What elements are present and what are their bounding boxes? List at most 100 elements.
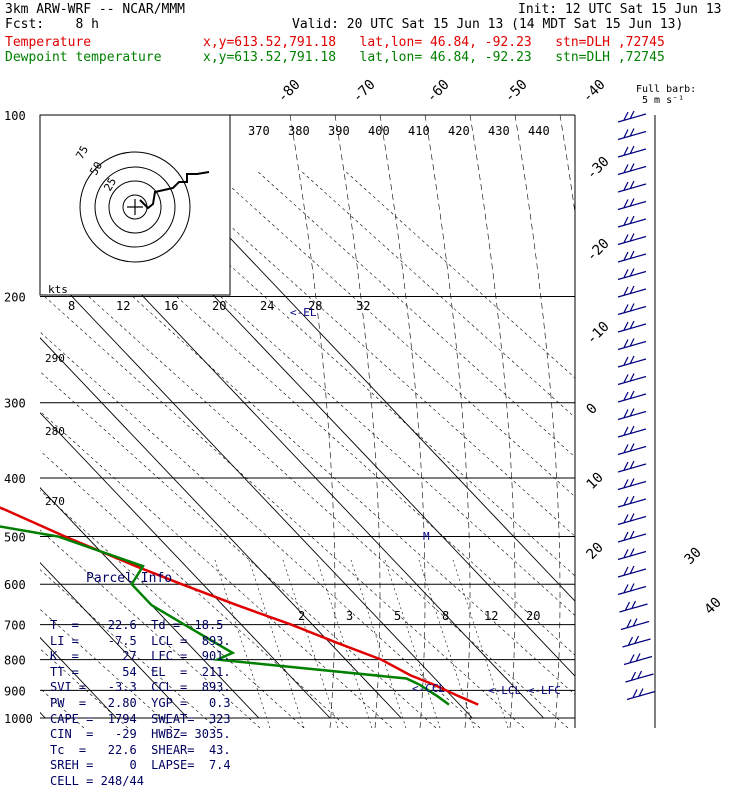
temperature-location: x,y=613.52,791.18 lat,lon= 46.84, -92.23… [203,35,665,50]
theta-left-label: 280 [45,425,65,438]
wind-barb-icon [617,198,647,211]
pressure-tick-label: 500 [4,530,26,544]
pressure-tick-label: 1000 [4,712,33,726]
wind-barb-icon [617,163,647,176]
dry-adiabat-line [40,529,261,728]
hodograph-ring-label: 25 [101,176,119,194]
dry-adiabat-line [167,169,575,537]
wind-barb-icon [617,180,647,193]
wind-barb-icon [617,110,647,123]
wind-barb-icon [617,250,647,263]
wind-barb-icon [617,565,647,578]
wind-barb-icon [620,618,650,631]
pressure-tick-label: 100 [4,109,26,123]
wind-barb-icon [617,495,647,508]
hodograph-ring [79,151,191,263]
wind-barb-icon [617,390,647,403]
isotherm-line [40,561,188,719]
wind-barb-icon [617,408,647,421]
theta-left-label: 270 [45,495,65,508]
dry-adiabat-line [40,331,481,728]
dry-adiabat-line [40,727,41,728]
isotherm-label: 0 [584,401,601,418]
parcel-info-row: CAPE = 1794 SWEAT= 323 [50,711,231,726]
wind-barb-icon [619,600,648,613]
dry-adiabat-line [211,169,575,498]
skewt-diagram: 1002003004005006007008009001000755025370… [0,77,725,728]
wind-barb-icon [617,285,647,298]
mixing-ratio-low-label: 5 [394,609,401,623]
wind-barb-icon [617,460,647,473]
wind-barb-icon [617,303,647,316]
pressure-tick-label: 800 [4,654,26,668]
isotherm-label: -60 [424,77,453,106]
el-marker: <-EL [290,306,317,319]
pressure-tick-label: 200 [4,291,26,305]
wind-barb-icon [617,478,647,491]
freezing-marker: M [423,530,430,543]
wind-barb-icon [617,530,647,543]
parcel-info-row: LI = -7.5 LCL = 893. [50,633,231,648]
mixing-ratio-low-label: 3 [346,609,353,623]
hodograph-origin-icon [127,199,143,215]
mixing-ratio-line [350,559,407,728]
theta-label: 380 [288,124,310,138]
pressure-tick-label: 900 [4,684,26,698]
dewpoint-location: x,y=613.52,791.18 lat,lon= 46.84, -92.23… [203,50,665,65]
dry-adiabat-line [40,450,349,728]
isotherm-label: 40 [702,595,725,618]
wind-barb-icon [617,355,647,368]
wind-barb-icon [617,425,647,438]
parcel-info-row: PW = 2.80 YGP = 0.3 [50,695,231,710]
lcl-marker: <-LCL <-LFC [488,684,561,697]
mixing-ratio-line [452,559,509,728]
mixing-ratio-low-label: 20 [526,609,540,623]
theta-label: 420 [448,124,470,138]
pressure-tick-label: 700 [4,619,26,633]
isotherm-label: 10 [584,470,607,493]
theta-label: 410 [408,124,430,138]
pressure-tick-label: 400 [4,472,26,486]
moist-adiabat-line [289,115,336,728]
hodograph-trace [139,171,210,210]
ccl-marker: <-CCL [412,682,445,695]
dry-adiabat-line [40,291,525,728]
wind-barb-icon [617,320,647,333]
model-title: 3km ARW-WRF -- NCAR/MMM [5,2,186,17]
isotherm-label: -10 [584,319,613,348]
pressure-tick-label: 600 [4,578,26,592]
isotherm-label: 30 [682,545,705,568]
dry-adiabat-line [40,569,217,728]
hodograph-ring [108,180,162,234]
parcel-info-row: Tc = 22.6 SHEAR= 43. [50,742,231,757]
mixing-ratio-low-label: 2 [298,609,305,623]
wind-barb-icon [617,583,647,596]
wind-barb-icon [617,268,647,281]
parcel-info-title: Parcel Info [86,571,173,587]
parcel-info-row: TT = 54 EL = 211. [50,664,231,679]
dewpoint-line [0,525,450,706]
forecast-hour: Fcst: 8 h [5,17,99,32]
dry-adiabat-line [40,371,437,728]
parcel-info-row: CIN = -29 HWBZ= 3035. [50,727,231,742]
hodograph-ring [94,166,176,248]
wind-barb-icon [617,233,647,246]
moist-adiabat-line [469,115,516,728]
hodograph-ring-label: 75 [73,144,91,162]
mixing-ratio-low-label: 8 [442,609,449,623]
mixing-ratio-label: 32 [356,299,370,313]
parcel-info-row: SVI = -3.3 CCL = 893. [50,680,231,695]
isotherm-label: -20 [584,236,613,265]
theta-label: 370 [248,124,270,138]
mixing-ratio-line [248,559,305,728]
mixing-ratio-label: 8 [68,299,75,313]
moist-adiabat-line [334,115,381,728]
wind-barb-icon [626,688,656,701]
mixing-ratio-label: 12 [116,299,130,313]
wind-barb-icon [617,548,647,561]
isotherm-label: -40 [580,77,609,106]
dry-adiabat-line [40,410,393,728]
wind-barb-icon [617,373,647,386]
mixing-ratio-line [316,559,373,728]
isotherm-line [40,262,473,719]
